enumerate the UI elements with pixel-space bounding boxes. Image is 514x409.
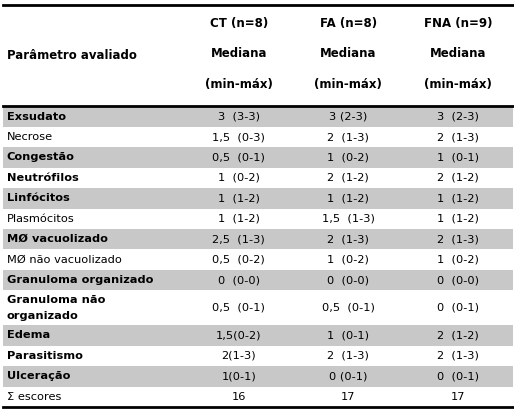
Text: Exsudato: Exsudato xyxy=(7,112,66,121)
Text: 0 (0-1): 0 (0-1) xyxy=(329,371,368,381)
Text: Plasmócitos: Plasmócitos xyxy=(7,214,75,224)
Bar xyxy=(3,346,513,366)
Text: FA (n=8): FA (n=8) xyxy=(320,17,377,30)
Text: 17: 17 xyxy=(451,392,465,402)
Bar xyxy=(3,209,513,229)
Text: 0,5  (0-1): 0,5 (0-1) xyxy=(212,153,265,162)
Text: 0  (0-1): 0 (0-1) xyxy=(437,371,479,381)
Text: Parasitismo: Parasitismo xyxy=(7,351,83,361)
Text: FNA (n=9): FNA (n=9) xyxy=(424,17,492,30)
Text: 1,5(0-2): 1,5(0-2) xyxy=(216,330,262,340)
Text: 2  (1-3): 2 (1-3) xyxy=(327,132,369,142)
Text: 2  (1-2): 2 (1-2) xyxy=(437,173,479,183)
Text: 1(0-1): 1(0-1) xyxy=(221,371,256,381)
Bar xyxy=(3,188,513,209)
Text: 3 (2-3): 3 (2-3) xyxy=(329,112,368,121)
Text: 1  (0-2): 1 (0-2) xyxy=(437,255,479,265)
Text: Σ escores: Σ escores xyxy=(7,392,61,402)
Text: CT (n=8): CT (n=8) xyxy=(210,17,268,30)
Text: 0  (0-1): 0 (0-1) xyxy=(437,303,479,313)
Text: Mediana: Mediana xyxy=(320,47,377,60)
Text: organizado: organizado xyxy=(7,311,79,321)
Text: 3  (2-3): 3 (2-3) xyxy=(437,112,479,121)
Text: Mediana: Mediana xyxy=(210,47,267,60)
Text: 0,5  (0-2): 0,5 (0-2) xyxy=(212,255,265,265)
Text: 17: 17 xyxy=(341,392,356,402)
Text: 0  (0-0): 0 (0-0) xyxy=(327,275,370,285)
Text: 0  (0-0): 0 (0-0) xyxy=(217,275,260,285)
Bar xyxy=(3,270,513,290)
Text: 0  (0-0): 0 (0-0) xyxy=(437,275,479,285)
Bar xyxy=(3,168,513,188)
Text: 1  (0-2): 1 (0-2) xyxy=(327,153,369,162)
Text: 3  (3-3): 3 (3-3) xyxy=(217,112,260,121)
Text: 2  (1-2): 2 (1-2) xyxy=(437,330,479,340)
Text: Granuloma organizado: Granuloma organizado xyxy=(7,275,153,285)
Bar xyxy=(3,127,513,147)
Text: (min-máx): (min-máx) xyxy=(424,78,492,90)
Text: Ulceração: Ulceração xyxy=(7,371,70,381)
Bar xyxy=(3,106,513,127)
Text: MØ não vacuolizado: MØ não vacuolizado xyxy=(7,255,121,265)
Text: Edema: Edema xyxy=(7,330,50,340)
Text: Congestão: Congestão xyxy=(7,153,75,162)
Text: 2  (1-3): 2 (1-3) xyxy=(327,234,369,244)
Text: Necrose: Necrose xyxy=(7,132,53,142)
Bar xyxy=(3,147,513,168)
Text: 2  (1-2): 2 (1-2) xyxy=(327,173,369,183)
Bar xyxy=(3,387,513,407)
Bar xyxy=(3,249,513,270)
Text: Linfócitos: Linfócitos xyxy=(7,193,69,203)
Bar xyxy=(3,229,513,249)
Text: 2  (1-3): 2 (1-3) xyxy=(437,132,479,142)
Text: 1  (1-2): 1 (1-2) xyxy=(437,193,479,203)
Text: 1  (0-1): 1 (0-1) xyxy=(437,153,479,162)
Text: 1,5  (0-3): 1,5 (0-3) xyxy=(212,132,265,142)
Bar xyxy=(3,366,513,387)
Text: (min-máx): (min-máx) xyxy=(315,78,382,90)
Text: 1  (0-1): 1 (0-1) xyxy=(327,330,370,340)
Text: MØ vacuolizado: MØ vacuolizado xyxy=(7,234,107,244)
Bar xyxy=(3,325,513,346)
Text: Granuloma não: Granuloma não xyxy=(7,295,105,305)
Text: 16: 16 xyxy=(231,392,246,402)
Text: 2  (1-3): 2 (1-3) xyxy=(437,234,479,244)
Text: 2  (1-3): 2 (1-3) xyxy=(437,351,479,361)
Text: Parâmetro avaliado: Parâmetro avaliado xyxy=(7,49,137,62)
Text: 2(1-3): 2(1-3) xyxy=(222,351,256,361)
Text: 0,5  (0-1): 0,5 (0-1) xyxy=(212,303,265,313)
Text: 2,5  (1-3): 2,5 (1-3) xyxy=(212,234,265,244)
Text: 1  (1-2): 1 (1-2) xyxy=(218,193,260,203)
Text: 1  (1-2): 1 (1-2) xyxy=(327,193,369,203)
Text: Neutrófilos: Neutrófilos xyxy=(7,173,79,183)
Text: (min-máx): (min-máx) xyxy=(205,78,272,90)
Bar xyxy=(3,1,513,106)
Text: Mediana: Mediana xyxy=(430,47,486,60)
Text: 1  (1-2): 1 (1-2) xyxy=(218,214,260,224)
Text: 1  (0-2): 1 (0-2) xyxy=(327,255,369,265)
Text: 1  (0-2): 1 (0-2) xyxy=(218,173,260,183)
Text: 0,5  (0-1): 0,5 (0-1) xyxy=(322,303,375,313)
Text: 1  (1-2): 1 (1-2) xyxy=(437,214,479,224)
Text: 1,5  (1-3): 1,5 (1-3) xyxy=(322,214,375,224)
Text: 2  (1-3): 2 (1-3) xyxy=(327,351,369,361)
Bar xyxy=(3,290,513,325)
